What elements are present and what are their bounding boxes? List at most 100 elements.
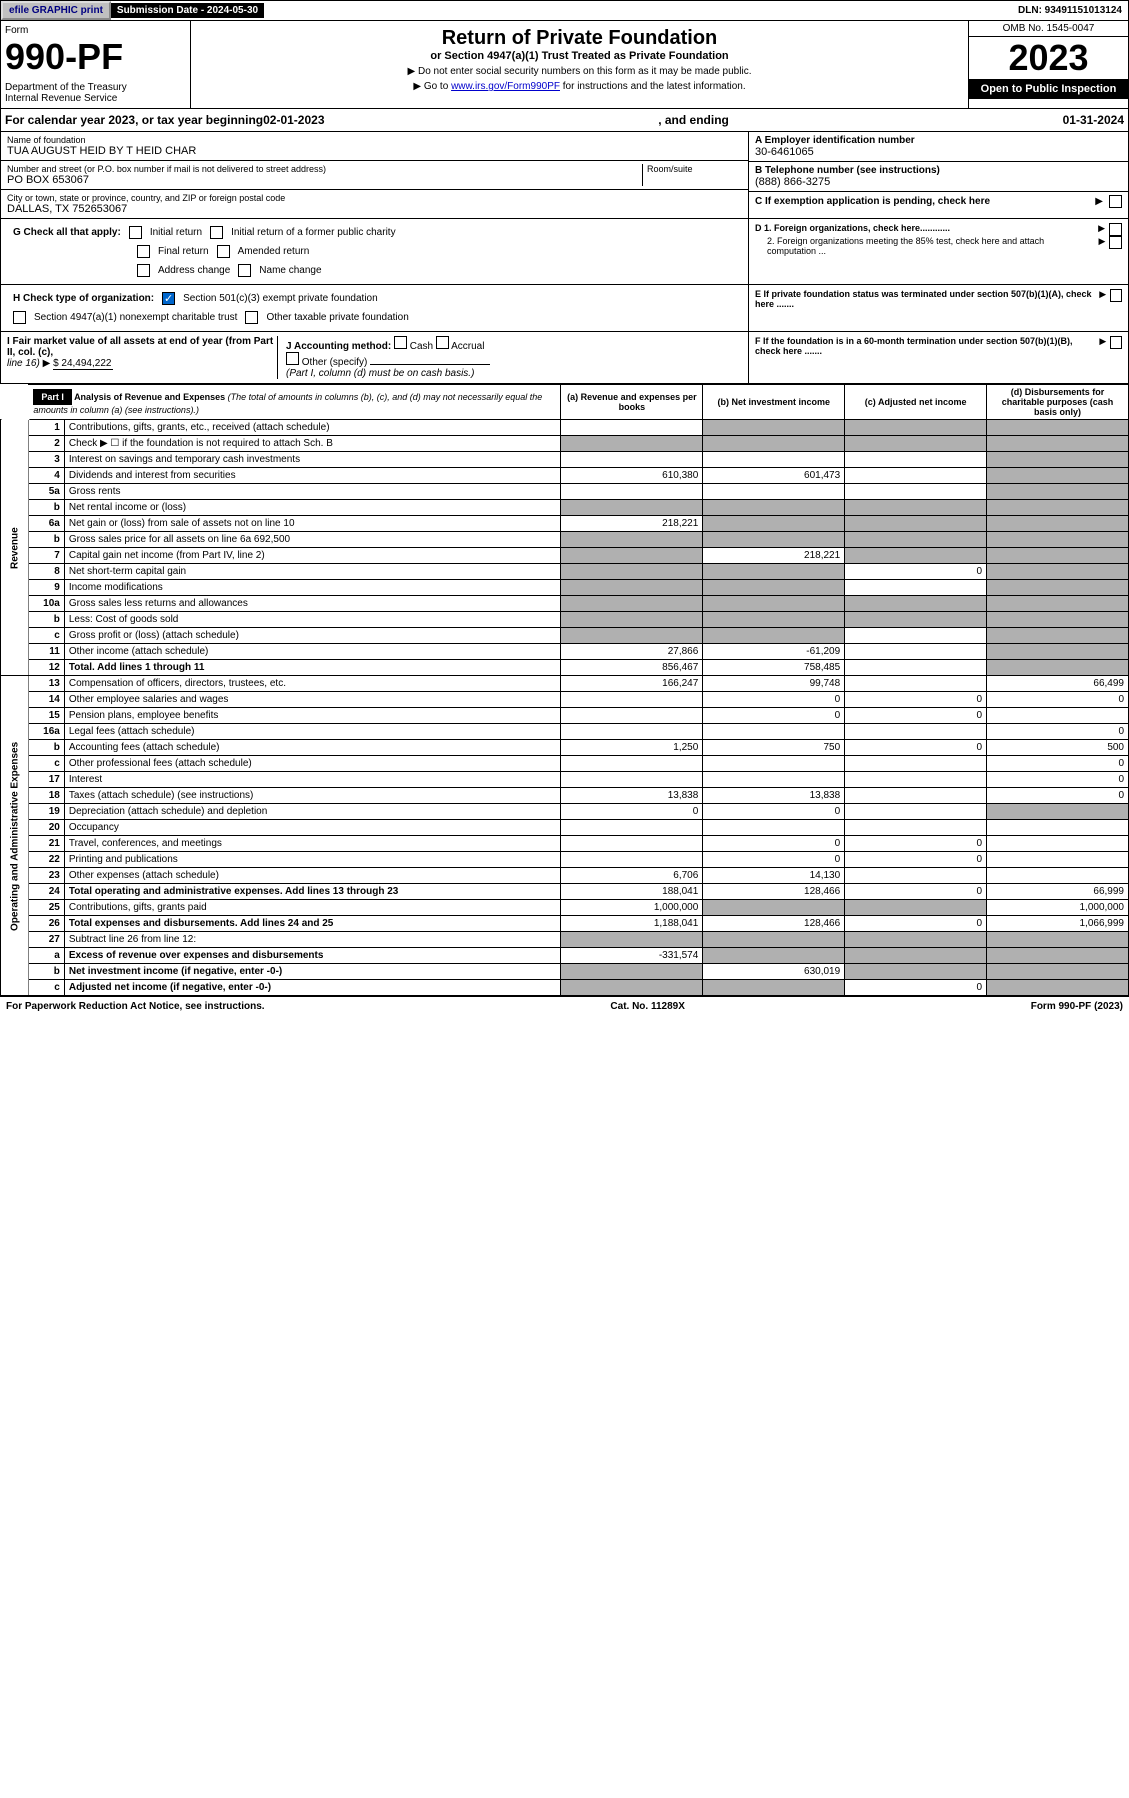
cell-value [987, 708, 1129, 724]
row-number: 11 [29, 644, 64, 660]
cell-value [703, 948, 845, 964]
row-desc: Travel, conferences, and meetings [64, 836, 561, 852]
cal-begin: 02-01-2023 [263, 113, 324, 127]
cal-mid: , and ending [325, 113, 1063, 127]
expenses-side-label: Operating and Administrative Expenses [1, 676, 29, 996]
cell-value [845, 868, 987, 884]
chk-accrual[interactable] [436, 336, 449, 349]
cell-value [561, 708, 703, 724]
cell-value: 0 [845, 740, 987, 756]
row-desc: Check ▶ ☐ if the foundation is not requi… [64, 436, 561, 452]
cell-value [561, 724, 703, 740]
row-desc: Net rental income or (loss) [64, 500, 561, 516]
table-row: 11Other income (attach schedule)27,866-6… [1, 644, 1129, 660]
cell-value: 0 [845, 708, 987, 724]
table-row: 16aLegal fees (attach schedule)0 [1, 724, 1129, 740]
chk-initial[interactable] [129, 226, 142, 239]
c-label: C If exemption application is pending, c… [755, 196, 990, 207]
cell-value: 0 [987, 756, 1129, 772]
table-row: cOther professional fees (attach schedul… [1, 756, 1129, 772]
chk-address[interactable] [137, 264, 150, 277]
cell-value [703, 820, 845, 836]
table-row: 24Total operating and administrative exp… [1, 884, 1129, 900]
chk-4947[interactable] [13, 311, 26, 324]
cell-value [703, 628, 845, 644]
row-number: 7 [29, 548, 64, 564]
table-row: 10aGross sales less returns and allowanc… [1, 596, 1129, 612]
row-number: 23 [29, 868, 64, 884]
row-desc: Other expenses (attach schedule) [64, 868, 561, 884]
cell-value [987, 932, 1129, 948]
chk-other-tax[interactable] [245, 311, 258, 324]
row-desc: Excess of revenue over expenses and disb… [64, 948, 561, 964]
e-checkbox[interactable] [1110, 289, 1122, 302]
instr-link-row: Go to www.irs.gov/Form990PF for instruct… [197, 81, 962, 92]
cell-value [845, 676, 987, 692]
row-desc: Occupancy [64, 820, 561, 836]
col-a: (a) Revenue and expenses per books [561, 385, 703, 420]
part1-title: Analysis of Revenue and Expenses [74, 392, 225, 402]
row-number: c [29, 628, 64, 644]
row-number: 22 [29, 852, 64, 868]
chk-amended[interactable] [217, 245, 230, 258]
j-label: J Accounting method: [286, 341, 391, 352]
cell-value: 6,706 [561, 868, 703, 884]
cell-value [561, 756, 703, 772]
row-desc: Printing and publications [64, 852, 561, 868]
cell-value: 0 [703, 852, 845, 868]
chk-cash[interactable] [394, 336, 407, 349]
cell-value [703, 612, 845, 628]
cell-value [703, 484, 845, 500]
foundation-name: TUA AUGUST HEID BY T HEID CHAR [7, 145, 742, 157]
row-desc: Depreciation (attach schedule) and deple… [64, 804, 561, 820]
row-number: 5a [29, 484, 64, 500]
table-row: 4Dividends and interest from securities6… [1, 468, 1129, 484]
efile-button[interactable]: efile GRAPHIC print [1, 1, 111, 20]
table-row: 12Total. Add lines 1 through 11856,46775… [1, 660, 1129, 676]
cell-value: 128,466 [703, 916, 845, 932]
chk-501c3[interactable]: ✓ [162, 292, 175, 305]
row-number: b [29, 964, 64, 980]
col-d: (d) Disbursements for charitable purpose… [987, 385, 1129, 420]
table-row: bLess: Cost of goods sold [1, 612, 1129, 628]
opt-name: Name change [259, 265, 321, 276]
row-desc: Contributions, gifts, grants, etc., rece… [64, 420, 561, 436]
row-number: 2 [29, 436, 64, 452]
chk-former[interactable] [210, 226, 223, 239]
table-row: Operating and Administrative Expenses13C… [1, 676, 1129, 692]
d1-checkbox[interactable] [1109, 223, 1122, 236]
table-row: 5aGross rents [1, 484, 1129, 500]
cell-value [987, 468, 1129, 484]
d2-checkbox[interactable] [1109, 236, 1122, 249]
addr-label: Number and street (or P.O. box number if… [7, 164, 642, 174]
table-row: bNet rental income or (loss) [1, 500, 1129, 516]
f-checkbox[interactable] [1110, 336, 1122, 349]
row-desc: Other income (attach schedule) [64, 644, 561, 660]
row-number: 15 [29, 708, 64, 724]
cell-value: 13,838 [561, 788, 703, 804]
dln: DLN: 93491151013124 [1012, 3, 1128, 18]
cell-value [987, 452, 1129, 468]
row-number: 1 [29, 420, 64, 436]
cell-value [987, 980, 1129, 996]
chk-final[interactable] [137, 245, 150, 258]
form-subtitle: or Section 4947(a)(1) Trust Treated as P… [197, 50, 962, 62]
cell-value: -61,209 [703, 644, 845, 660]
cell-value: 758,485 [703, 660, 845, 676]
form-header: Form 990-PF Department of the Treasury I… [0, 21, 1129, 109]
row-number: 14 [29, 692, 64, 708]
row-number: 12 [29, 660, 64, 676]
c-checkbox[interactable] [1109, 195, 1122, 208]
table-row: 18Taxes (attach schedule) (see instructi… [1, 788, 1129, 804]
row-desc: Accounting fees (attach schedule) [64, 740, 561, 756]
chk-other-acct[interactable] [286, 352, 299, 365]
form-link[interactable]: www.irs.gov/Form990PF [451, 81, 560, 92]
cell-value [987, 548, 1129, 564]
cell-value [987, 948, 1129, 964]
chk-name[interactable] [238, 264, 251, 277]
row-desc: Net gain or (loss) from sale of assets n… [64, 516, 561, 532]
cell-value: 1,000,000 [987, 900, 1129, 916]
form-number: 990-PF [5, 36, 186, 78]
table-row: 26Total expenses and disbursements. Add … [1, 916, 1129, 932]
cell-value [845, 724, 987, 740]
